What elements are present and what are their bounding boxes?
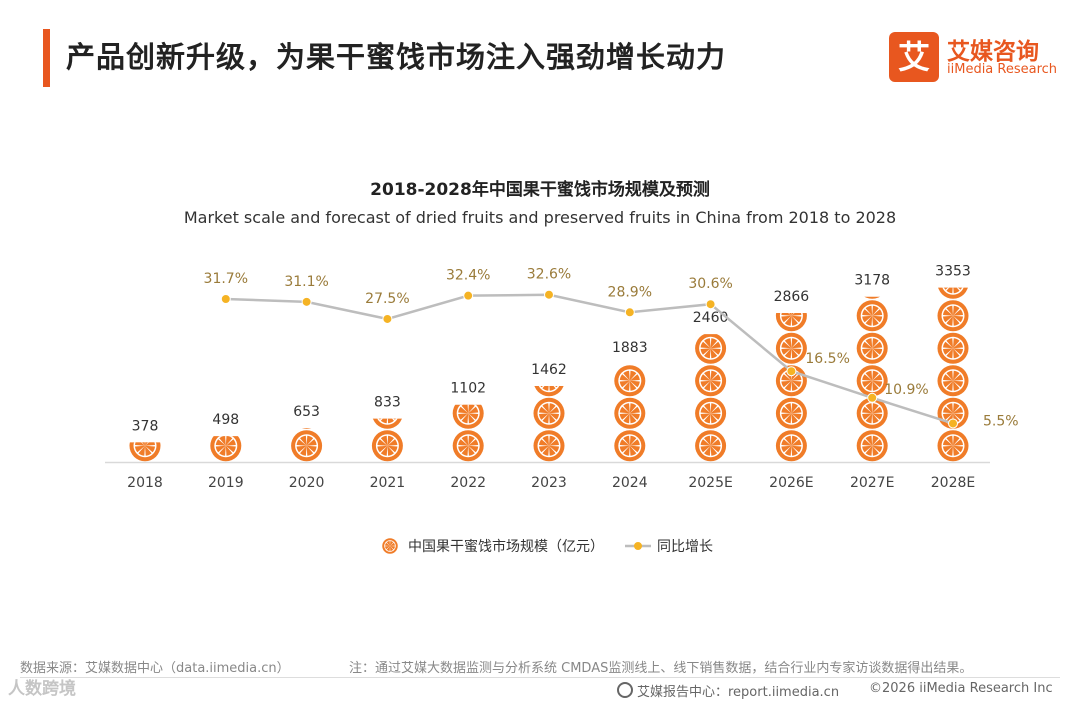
orange-slice-icon	[937, 365, 969, 397]
orange-slice-icon	[695, 365, 727, 397]
orange-slice-icon	[856, 430, 888, 462]
bar-value-label: 833	[374, 395, 401, 411]
watermark: 人数跨境	[8, 679, 76, 699]
orange-slice-icon	[129, 442, 161, 462]
growth-point	[705, 299, 716, 310]
growth-value-label: 28.9%	[608, 284, 652, 300]
orange-slice-icon	[452, 404, 484, 429]
bar-2028E	[937, 287, 969, 462]
legend-orange-icon	[382, 538, 398, 554]
bar-value-label: 1883	[612, 340, 648, 356]
orange-slice-icon	[775, 430, 807, 462]
growth-point	[382, 313, 393, 324]
growth-value-label: 31.7%	[204, 271, 248, 287]
growth-point	[786, 366, 797, 377]
growth-point	[867, 392, 878, 403]
bar-value-label: 2460	[693, 310, 729, 326]
logo-text-cn: 艾媒咨询	[947, 39, 1039, 65]
bar-value-label: 498	[212, 412, 239, 428]
orange-slice-icon	[695, 334, 727, 364]
orange-slice-icon	[614, 430, 646, 462]
orange-slice-icon	[371, 430, 403, 462]
footer-report-text: 艾媒报告中心：report.iimedia.cn	[637, 685, 840, 700]
x-tick-label: 2022	[450, 475, 486, 491]
orange-slice-icon	[937, 430, 969, 462]
bar-2018	[129, 442, 161, 462]
bar-2025E	[695, 334, 727, 462]
bar-2026E	[775, 312, 807, 462]
orange-slice-icon	[291, 430, 323, 462]
orange-slice-icon	[775, 397, 807, 429]
orange-slice-icon	[533, 430, 565, 462]
x-tick-label: 2020	[289, 475, 325, 491]
growth-point	[463, 290, 474, 301]
growth-point	[544, 289, 554, 300]
orange-slice-icon	[695, 430, 727, 462]
x-tick-label: 2025E	[688, 475, 732, 491]
bar-value-label: 3353	[935, 264, 971, 280]
x-tick-label: 2023	[531, 475, 567, 491]
footer-report-link[interactable]: 艾媒报告中心：report.iimedia.cn	[617, 681, 839, 700]
growth-value-label: 31.1%	[284, 274, 328, 290]
x-tick-label: 2028E	[931, 475, 975, 491]
orange-slice-icon	[533, 397, 565, 429]
orange-slice-icon	[856, 332, 888, 364]
growth-value-label: 10.9%	[884, 382, 928, 398]
x-tick-label: 2021	[370, 475, 406, 491]
bar-2019	[210, 436, 242, 462]
bar-2022	[452, 404, 484, 462]
growth-point	[301, 296, 312, 307]
chart-subtitle: Market scale and forecast of dried fruit…	[183, 208, 897, 227]
growth-value-label: 5.5%	[983, 413, 1019, 429]
footer-source: 数据来源：艾媒数据中心（data.iimedia.cn）	[20, 661, 290, 676]
x-tick-label: 2027E	[850, 475, 894, 491]
growth-point	[220, 294, 231, 304]
orange-slice-icon	[452, 430, 484, 462]
growth-point	[948, 418, 958, 429]
growth-line	[225, 293, 954, 425]
orange-slice-icon	[856, 365, 888, 397]
growth-value-label: 16.5%	[805, 351, 849, 367]
legend-line-marker-icon	[634, 542, 642, 550]
orange-slice-icon	[614, 397, 646, 429]
bar-value-label: 3178	[854, 273, 890, 289]
bar-2027E	[856, 296, 888, 462]
growth-value-label: 32.6%	[527, 267, 571, 283]
x-tick-label: 2018	[127, 475, 163, 491]
bar-value-label: 378	[132, 418, 159, 434]
x-tick-label: 2019	[208, 475, 244, 491]
orange-slice-icon	[937, 300, 969, 332]
logo-mark: 艾	[889, 32, 939, 82]
page-title: 产品创新升级，为果干蜜饯市场注入强劲增长动力	[66, 40, 727, 74]
x-tick-label: 2024	[612, 475, 648, 491]
orange-slice-icon	[614, 365, 646, 397]
bar-value-label: 1462	[531, 362, 567, 378]
title-accent-bar	[43, 29, 50, 87]
growth-value-label: 30.6%	[688, 276, 732, 292]
iimedia-logo[interactable]: 艾 艾媒咨询 iiMedia Research	[889, 32, 1059, 82]
legend-line-label: 同比增长	[657, 539, 713, 555]
footer-note: 注：通过艾媒大数据监测与分析系统 CMDAS监测线上、线下销售数据，结合行业内专…	[349, 661, 973, 676]
growth-point	[624, 307, 635, 318]
growth-value-label: 32.4%	[446, 268, 490, 284]
bar-2023	[533, 385, 565, 462]
orange-slice-icon	[937, 332, 969, 364]
footer-divider	[20, 677, 1060, 678]
growth-value-label: 27.5%	[365, 291, 409, 307]
x-tick-label: 2026E	[769, 475, 813, 491]
orange-slice-icon	[695, 397, 727, 429]
orange-slice-icon	[775, 332, 807, 364]
chart-title: 2018-2028年中国果干蜜饯市场规模及预测	[370, 180, 710, 200]
bar-value-label: 1102	[450, 381, 486, 397]
footer-copyright: ©2026 iiMedia Research Inc	[869, 681, 1053, 696]
orange-slice-icon	[210, 436, 242, 462]
bar-value-label: 2866	[774, 289, 810, 305]
chart-legend: 中国果干蜜饯市场规模（亿元） 同比增长	[382, 538, 713, 555]
bar-value-label: 653	[293, 404, 320, 420]
logo-text-en: iiMedia Research	[947, 62, 1058, 77]
legend-bar-label: 中国果干蜜饯市场规模（亿元）	[408, 538, 604, 555]
globe-icon	[617, 682, 633, 698]
orange-slice-icon	[856, 300, 888, 332]
